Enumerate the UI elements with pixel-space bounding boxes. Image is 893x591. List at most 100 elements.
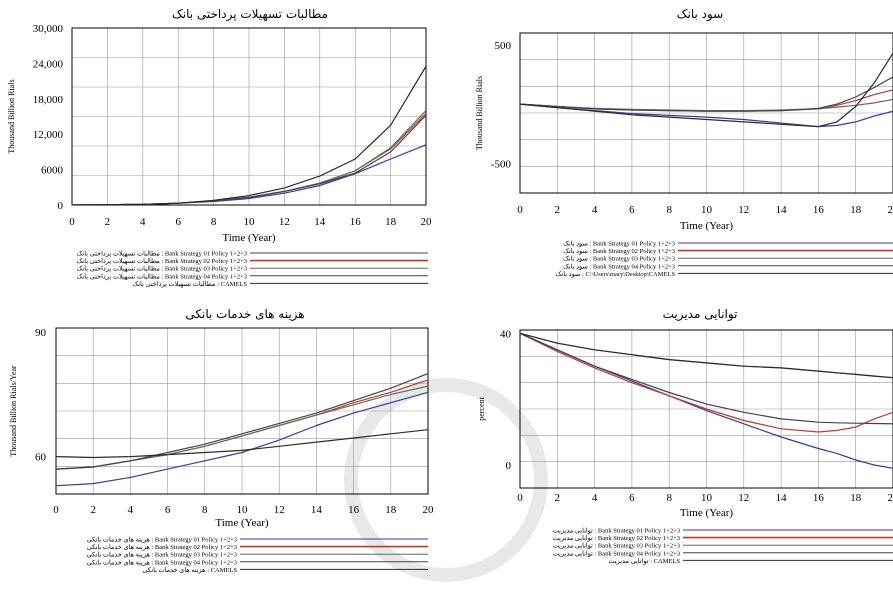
x-tick-label: 20 (421, 216, 433, 228)
series-group (56, 373, 428, 487)
x-tick-label: 20 (888, 492, 893, 504)
legend-label: مطالبات تسهیلات پرداختی بانک : Bank Stra… (77, 265, 247, 273)
x-tick-label: 12 (738, 204, 749, 216)
x-tick-label: 8 (211, 216, 217, 228)
y-tick-label: 90 (35, 327, 47, 339)
chart-c1: مطالبات تسهیلات پرداختی بانک 0 2 4 6 8 10 12 14 1… (7, 7, 432, 288)
chart-c2: سود بانک 0 2 4 6 8 10 12 14 16 18 20 500 -500 Time (Ye… (475, 7, 893, 278)
legend-label: هزینه های خدمات بانکی : Bank Strategy 03… (87, 551, 237, 559)
legend: مطالبات تسهیلات پرداختی بانک : Bank Stra… (77, 250, 428, 288)
gridlines (519, 32, 893, 194)
x-tick-label: 10 (701, 204, 713, 216)
legend-label: سود بانک : C:\Users\mary\Desktop\CAMELS (556, 270, 676, 278)
y-axis-title: Thousand Billion Rials (7, 79, 16, 153)
x-tick-label: 2 (555, 492, 561, 504)
x-tick-label: 14 (311, 504, 323, 516)
x-tick-label: 4 (128, 504, 134, 516)
legend-label: هزینه های خدمات بانکی : Bank Strategy 04… (87, 558, 237, 566)
x-tick-label: 0 (53, 504, 59, 516)
x-axis-title: Time (Year) (680, 220, 734, 232)
y-tick-label: 30,000 (33, 23, 64, 35)
x-tick-label: 10 (237, 504, 249, 516)
plot-frame (519, 329, 893, 489)
x-axis-title: Time (Year) (215, 517, 269, 529)
y-tick-label: 24,000 (33, 58, 64, 70)
series-line-1 (56, 391, 428, 487)
y-tick-label: -500 (491, 158, 512, 170)
legend-label: هزینه های خدمات بانکی : Bank Strategy 02… (87, 543, 237, 551)
series-line-2 (520, 332, 893, 433)
series-line-5 (520, 52, 893, 128)
gridlines (71, 27, 427, 206)
legend-label: مطالبات تسهیلات پرداختی بانک : Bank Stra… (77, 250, 247, 258)
plot-frame (55, 327, 429, 495)
legend-label: توانایی مدیریت : Bank Strategy 04 Policy… (553, 549, 680, 557)
watermark (344, 378, 548, 582)
legend-label: مطالبات تسهیلات پرداختی بانک : CAMELS (132, 280, 247, 288)
watermark-ring (344, 378, 548, 582)
y-axis-title: Thousand Billion Rials/Year (9, 365, 18, 457)
legend-label: توانایی مدیریت : Bank Strategy 02 Policy… (553, 534, 680, 542)
series-line-5 (56, 429, 428, 459)
legend-label: مطالبات تسهیلات پرداختی بانک : Bank Stra… (77, 272, 247, 280)
y-axis-title: percent (477, 396, 486, 420)
legend: توانایی مدیریت : Bank Strategy 01 Policy… (553, 527, 893, 565)
legend-label: هزینه های خدمات بانکی : Bank Strategy 01… (87, 536, 237, 544)
x-tick-label: 14 (314, 216, 326, 228)
x-tick-label: 18 (850, 204, 862, 216)
y-tick-label: 0 (58, 200, 64, 212)
x-tick-label: 14 (776, 204, 788, 216)
x-tick-label: 20 (888, 204, 893, 216)
series-line-4 (56, 373, 428, 470)
legend: هزینه های خدمات بانکی : Bank Strategy 01… (87, 536, 428, 574)
x-tick-label: 14 (776, 492, 788, 504)
legend-label: توانایی مدیریت : CAMELS (608, 557, 680, 565)
y-tick-label: 40 (500, 328, 512, 340)
x-tick-label: 16 (813, 204, 825, 216)
x-tick-label: 10 (244, 216, 256, 228)
x-tick-label: 16 (350, 216, 362, 228)
x-tick-label: 10 (701, 492, 713, 504)
series-group (72, 65, 426, 205)
legend-label: توانایی مدیریت : Bank Strategy 03 Policy… (553, 542, 680, 550)
x-tick-label: 6 (165, 504, 171, 516)
chart-title: سود بانک (677, 7, 724, 22)
y-tick-label: 6000 (41, 165, 64, 177)
x-axis-title: Time (Year) (222, 232, 276, 244)
y-tick-label: 500 (495, 40, 512, 52)
x-tick-label: 6 (175, 216, 181, 228)
series-line-5 (520, 332, 893, 379)
chart-c4: توانایی مدیریت 0 2 4 6 8 10 12 14 16 18 20 40 0 Time (… (477, 307, 893, 565)
x-tick-label: 2 (555, 204, 561, 216)
legend-label: سود بانک : Bank Strategy 04 Policy 1+2+3 (563, 262, 675, 270)
legend-label: سود بانک : Bank Strategy 02 Policy 1+2+3 (563, 247, 675, 255)
series-line-4 (520, 332, 893, 425)
x-tick-label: 20 (423, 504, 435, 516)
chart-title: مطالبات تسهیلات پرداختی بانک (172, 7, 328, 22)
series-group (520, 52, 893, 128)
chart-title: هزینه های خدمات بانکی (185, 307, 304, 322)
y-tick-label: 60 (35, 452, 47, 464)
series-line-4 (520, 76, 893, 112)
x-tick-label: 2 (90, 504, 96, 516)
chart-title: توانایی مدیریت (663, 307, 738, 322)
series-group (520, 332, 893, 469)
x-tick-label: 6 (629, 492, 635, 504)
x-axis-title: Time (Year) (680, 507, 734, 519)
legend-label: هزینه های خدمات بانکی : CAMELS (142, 566, 237, 574)
legend-label: سود بانک : Bank Strategy 01 Policy 1+2+3 (563, 240, 675, 248)
x-tick-label: 8 (202, 504, 208, 516)
x-tick-label: 16 (813, 492, 825, 504)
legend: سود بانک : Bank Strategy 01 Policy 1+2+3… (556, 240, 893, 278)
y-tick-label: 12,000 (33, 129, 64, 141)
x-tick-label: 4 (592, 492, 598, 504)
plot-frame (71, 27, 427, 206)
plot-frame (519, 32, 893, 194)
x-tick-label: 6 (629, 204, 635, 216)
gridlines (55, 327, 429, 495)
y-tick-label: 18,000 (33, 94, 64, 106)
x-tick-label: 4 (592, 204, 598, 216)
legend-label: توانایی مدیریت : Bank Strategy 01 Policy… (553, 527, 680, 535)
chart-c3: هزینه های خدمات بانکی 0 2 4 6 8 10 12 14 16 18 20 90… (9, 307, 434, 574)
x-tick-label: 12 (274, 504, 285, 516)
